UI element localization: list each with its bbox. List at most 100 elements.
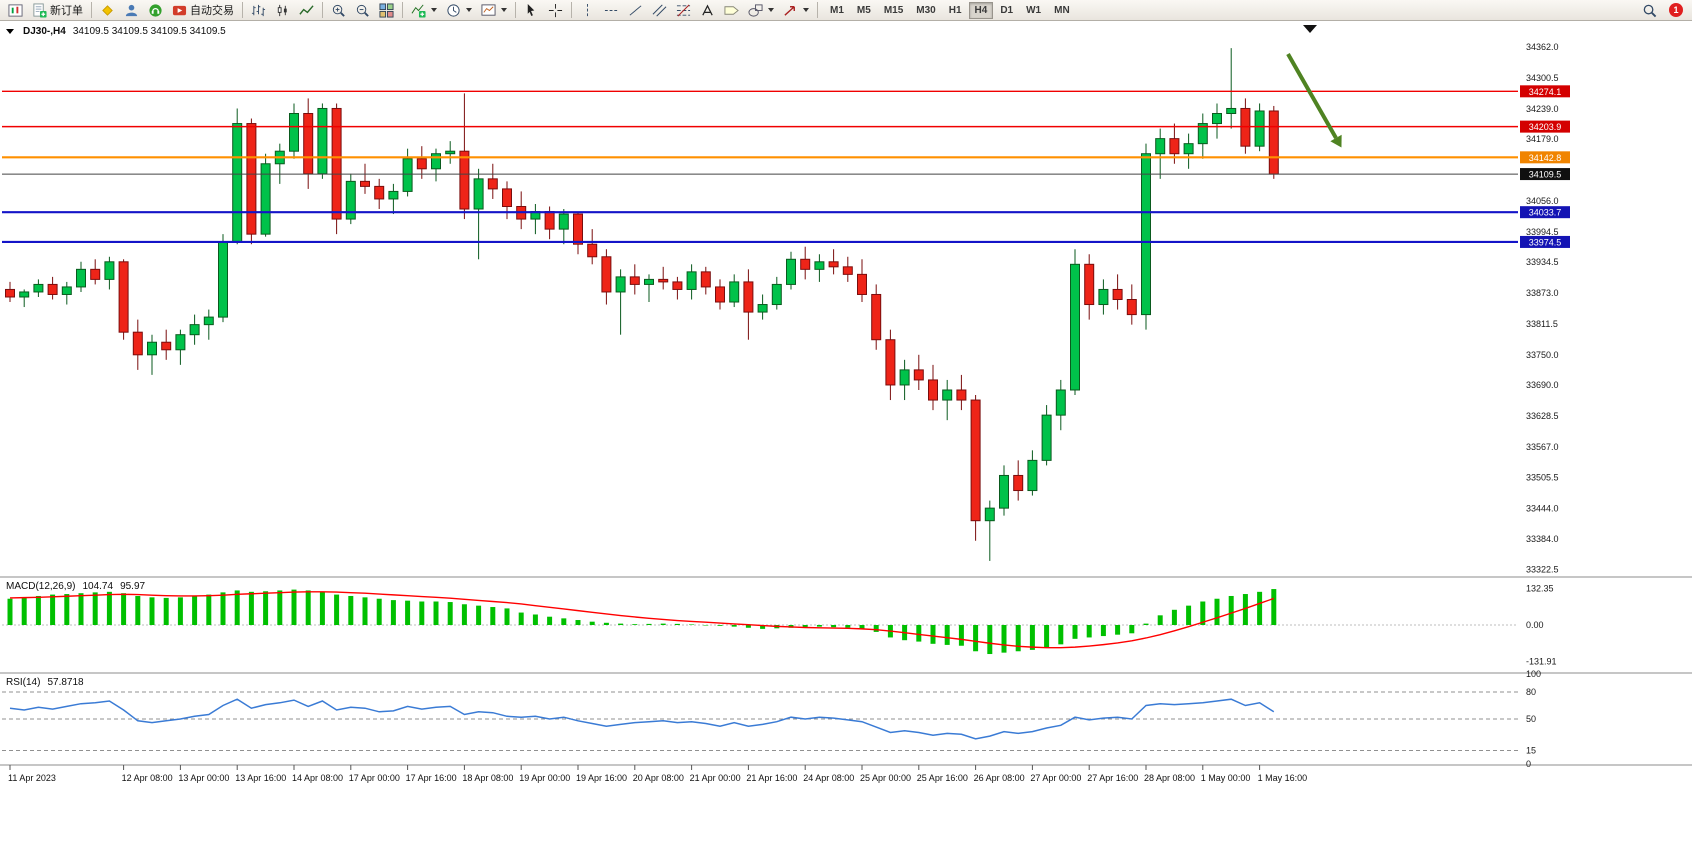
timeframe-button-h4[interactable]: H4 [968, 1, 994, 19]
guide-button[interactable] [96, 1, 119, 20]
candle [161, 341, 172, 351]
svg-text:34056.0: 34056.0 [1526, 196, 1559, 206]
new-order-button[interactable]: 新订单 [28, 1, 87, 20]
timeframe-button-mn[interactable]: MN [1048, 2, 1076, 19]
candle [5, 288, 15, 298]
candlestick-chart-icon [277, 4, 287, 16]
candle [999, 474, 1009, 509]
candle [956, 389, 967, 401]
candle [431, 153, 441, 170]
notification-badge[interactable]: 1 [1669, 3, 1683, 17]
cursor-button[interactable] [520, 1, 543, 20]
macd-main-value: 104.74 [82, 581, 114, 592]
shapes-button[interactable] [744, 1, 778, 20]
indicators-button[interactable] [407, 1, 441, 20]
candle [1098, 288, 1109, 306]
svg-text:34203.9: 34203.9 [1529, 122, 1562, 132]
chart-canvas[interactable]: 34362.0 34300.5 34239.0 34179.0 34056.0 33994… [0, 22, 1692, 851]
candle [828, 261, 839, 268]
svg-text:34274.1: 34274.1 [1529, 87, 1562, 97]
candle [1084, 263, 1095, 306]
chevron-down-icon [431, 8, 437, 12]
timeframe-button-m30[interactable]: M30 [910, 2, 941, 19]
svg-text:25 Apr 00:00: 25 Apr 00:00 [860, 773, 911, 783]
svg-text:-131.91: -131.91 [1526, 656, 1557, 666]
rsi-indicator-name: RSI(14) [6, 677, 41, 688]
fibonacci-button[interactable] [672, 1, 695, 20]
shapes-icon [748, 3, 763, 17]
candle [899, 369, 910, 386]
timeframe-button-m5[interactable]: M5 [851, 2, 877, 19]
candle [984, 507, 995, 522]
candle [885, 339, 896, 386]
templates-button[interactable] [477, 1, 511, 20]
candle-chart-button[interactable] [271, 1, 294, 20]
svg-text:19 Apr 16:00: 19 Apr 16:00 [576, 773, 627, 783]
svg-text:33811.5: 33811.5 [1526, 319, 1558, 329]
zoom-in-button[interactable] [327, 1, 350, 20]
candle [615, 276, 626, 293]
bar-chart-button[interactable] [247, 1, 270, 20]
autotrading-button[interactable]: 自动交易 [168, 1, 238, 20]
zoom-out-icon [356, 4, 369, 17]
svg-text:34179.0: 34179.0 [1526, 134, 1559, 144]
arrows-button[interactable] [779, 1, 813, 20]
macd-indicator-name: MACD(12,26,9) [6, 581, 76, 592]
candle [1254, 110, 1265, 147]
toolbar-right: 1 [1638, 1, 1688, 20]
svg-text:34109.5: 34109.5 [1529, 170, 1562, 180]
horizontal-line-button[interactable] [600, 1, 623, 20]
candle [374, 185, 385, 200]
timeframe-button-m15[interactable]: M15 [878, 2, 909, 19]
candle [544, 211, 555, 230]
profile-button[interactable] [120, 1, 143, 20]
crosshair-button[interactable] [544, 1, 567, 20]
line-chart-button[interactable] [295, 1, 318, 20]
timeframe-button-w1[interactable]: W1 [1020, 2, 1047, 19]
chart-symbol-period: DJ30-,H4 [23, 26, 66, 37]
trend-arrow-annotation[interactable] [1286, 53, 1342, 148]
candle [33, 283, 44, 293]
zoom-out-button[interactable] [351, 1, 374, 20]
svg-text:34362.0: 34362.0 [1526, 42, 1559, 52]
toolbar-separator [242, 2, 243, 18]
chevron-down-icon [768, 8, 774, 12]
community-button[interactable] [144, 1, 167, 20]
text-button[interactable] [696, 1, 719, 20]
search-button[interactable] [1638, 1, 1661, 20]
text-label-button[interactable] [720, 1, 743, 20]
price-level-tag [1520, 151, 1570, 164]
candle [218, 241, 228, 318]
candle [814, 261, 825, 270]
periods-button[interactable] [442, 1, 476, 20]
tile-windows-icon [379, 2, 394, 18]
svg-text:1 May 00:00: 1 May 00:00 [1201, 773, 1251, 783]
candle [331, 107, 342, 220]
trendline-button[interactable] [624, 1, 647, 20]
ohlc-toggle-icon[interactable] [6, 29, 14, 34]
candle [76, 268, 86, 288]
candle [1041, 414, 1052, 461]
indicators-icon [411, 4, 426, 18]
candle [1240, 107, 1251, 147]
svg-text:33505.5: 33505.5 [1526, 473, 1559, 483]
cursor-icon [527, 3, 535, 16]
chart-ohlc-values: 34109.5 34109.5 34109.5 34109.5 [72, 26, 226, 37]
chart-title: DJ30-,H4 34109.5 34109.5 34109.5 34109.5 [6, 26, 226, 37]
candle [487, 178, 498, 190]
candle [345, 180, 356, 220]
svg-text:1 May 16:00: 1 May 16:00 [1258, 773, 1308, 783]
equidistant-channel-button[interactable] [648, 1, 671, 20]
candle [928, 379, 938, 401]
new-chart-button[interactable] [4, 1, 27, 20]
timeframe-button-d1[interactable]: D1 [994, 2, 1019, 19]
tile-windows-button[interactable] [375, 1, 398, 20]
vertical-line-button[interactable] [576, 1, 599, 20]
timeframe-button-h1[interactable]: H1 [943, 2, 968, 19]
candle [1126, 299, 1137, 316]
timeframe-button-m1[interactable]: M1 [824, 2, 850, 19]
chart-shift-marker[interactable] [1303, 25, 1317, 33]
text-icon [702, 3, 713, 15]
candle [644, 278, 654, 285]
timeframe-toolbar: M1 M5 M15 M30 H1 H4 D1 W1 MN [824, 1, 1076, 19]
